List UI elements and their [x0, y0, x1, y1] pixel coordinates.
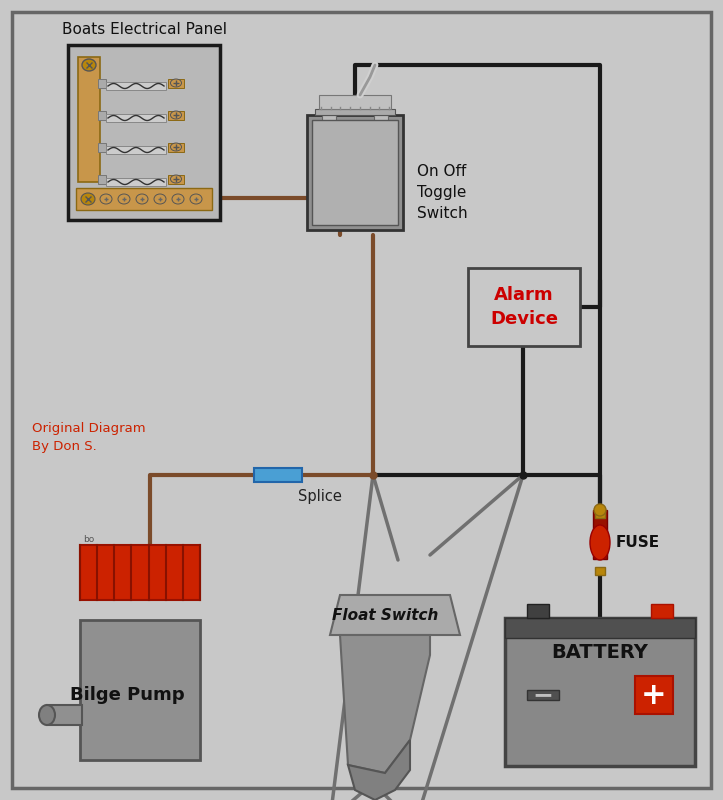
Bar: [319, 95, 391, 109]
Ellipse shape: [154, 194, 166, 204]
Bar: [98, 143, 106, 152]
Bar: [168, 111, 184, 120]
Ellipse shape: [594, 504, 606, 516]
Polygon shape: [330, 595, 460, 635]
Bar: [168, 79, 184, 88]
Bar: [106, 82, 166, 90]
Text: Bilge Pump: Bilge Pump: [70, 686, 185, 704]
Ellipse shape: [81, 193, 95, 205]
Text: Splice: Splice: [298, 489, 342, 504]
Bar: [168, 175, 184, 184]
Bar: [635, 676, 673, 714]
Bar: [595, 567, 605, 575]
Polygon shape: [348, 740, 410, 800]
Text: On Off
Toggle
Switch: On Off Toggle Switch: [417, 164, 468, 221]
Ellipse shape: [172, 194, 184, 204]
Text: Float Switch: Float Switch: [332, 607, 438, 622]
Text: Boats Electrical Panel: Boats Electrical Panel: [61, 22, 226, 37]
Text: Alarm
Device: Alarm Device: [490, 286, 558, 328]
Ellipse shape: [171, 79, 181, 87]
Bar: [505, 618, 695, 766]
Bar: [78, 57, 100, 182]
Bar: [527, 604, 549, 618]
Ellipse shape: [190, 194, 202, 204]
Bar: [374, 115, 388, 125]
Bar: [505, 618, 695, 638]
Bar: [106, 178, 166, 186]
Text: Original Diagram
By Don S.: Original Diagram By Don S.: [32, 422, 145, 453]
Ellipse shape: [171, 143, 181, 151]
Bar: [307, 115, 403, 230]
Ellipse shape: [136, 194, 148, 204]
Bar: [80, 545, 200, 600]
Bar: [595, 510, 605, 518]
Text: +: +: [641, 681, 667, 710]
Bar: [106, 146, 166, 154]
Bar: [254, 468, 302, 482]
Bar: [593, 510, 607, 559]
Bar: [651, 604, 673, 618]
Ellipse shape: [100, 194, 112, 204]
Bar: [98, 175, 106, 184]
Bar: [68, 45, 220, 220]
Text: bo: bo: [83, 535, 94, 544]
Ellipse shape: [39, 705, 55, 725]
Bar: [322, 115, 336, 125]
Bar: [76, 188, 212, 210]
Bar: [98, 79, 106, 88]
Bar: [468, 268, 580, 346]
Bar: [312, 120, 398, 225]
Bar: [98, 111, 106, 120]
Ellipse shape: [171, 111, 181, 119]
Text: BATTERY: BATTERY: [552, 643, 649, 662]
Bar: [80, 620, 200, 760]
Ellipse shape: [590, 525, 610, 560]
Bar: [315, 109, 395, 115]
Bar: [106, 114, 166, 122]
Bar: [47, 705, 82, 725]
Ellipse shape: [82, 59, 96, 71]
Text: FUSE: FUSE: [616, 535, 660, 550]
Ellipse shape: [171, 175, 181, 183]
Bar: [168, 143, 184, 152]
Bar: [527, 690, 559, 700]
Polygon shape: [340, 635, 430, 773]
Text: −: −: [533, 683, 554, 707]
Ellipse shape: [118, 194, 130, 204]
